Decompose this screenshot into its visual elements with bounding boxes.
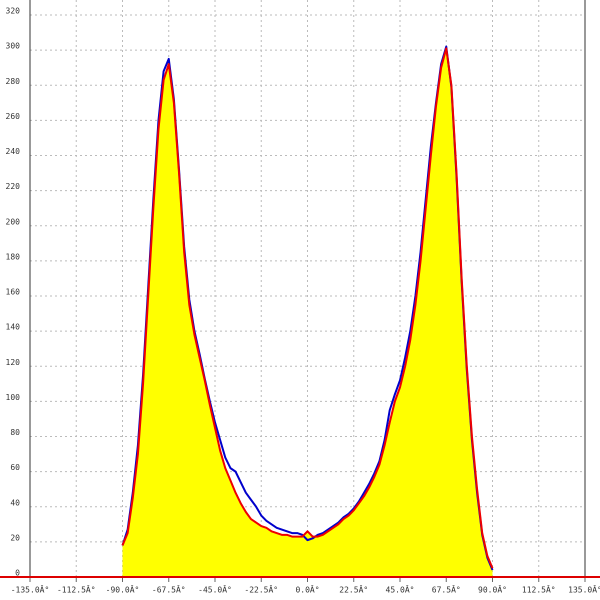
- y-tick-label: 20: [10, 533, 20, 542]
- y-tick-label: 320: [6, 7, 21, 16]
- y-tick-label: 200: [6, 217, 21, 226]
- x-tick-label: -90.0Â°: [106, 584, 140, 595]
- x-tick-label: 22.5Â°: [339, 584, 368, 595]
- y-tick-label: 280: [6, 77, 21, 86]
- x-tick-label: -22.5Â°: [244, 584, 278, 595]
- y-tick-label: 300: [6, 42, 21, 51]
- y-tick-label: 120: [6, 358, 21, 367]
- x-tick-label: 90.0Â°: [478, 584, 507, 595]
- y-tick-label: 80: [10, 428, 20, 437]
- y-tick-label: 60: [10, 463, 20, 472]
- y-tick-label: 0: [15, 569, 20, 578]
- x-tick-label: 0.0Â°: [295, 584, 319, 595]
- x-tick-label: 45.0Â°: [386, 584, 415, 595]
- x-tick-label: 135.0Â°: [568, 584, 600, 595]
- y-tick-label: 240: [6, 147, 21, 156]
- x-tick-label: -45.0Â°: [198, 584, 232, 595]
- x-tick-label: -112.5Â°: [57, 584, 96, 595]
- x-tick-label: -67.5Â°: [152, 584, 186, 595]
- y-tick-label: 40: [10, 498, 20, 507]
- y-tick-label: 160: [6, 288, 21, 297]
- x-tick-label: 67.5Â°: [432, 584, 461, 595]
- x-tick-label: -135.0Â°: [11, 584, 50, 595]
- x-tick-label: 112.5Â°: [522, 584, 556, 595]
- y-tick-label: 100: [6, 393, 21, 402]
- y-tick-label: 140: [6, 323, 21, 332]
- y-tick-label: 220: [6, 182, 21, 191]
- series-line: [121, 47, 494, 569]
- area-fill: [122, 48, 493, 577]
- y-tick-label: 260: [6, 112, 21, 121]
- y-tick-label: 180: [6, 252, 21, 261]
